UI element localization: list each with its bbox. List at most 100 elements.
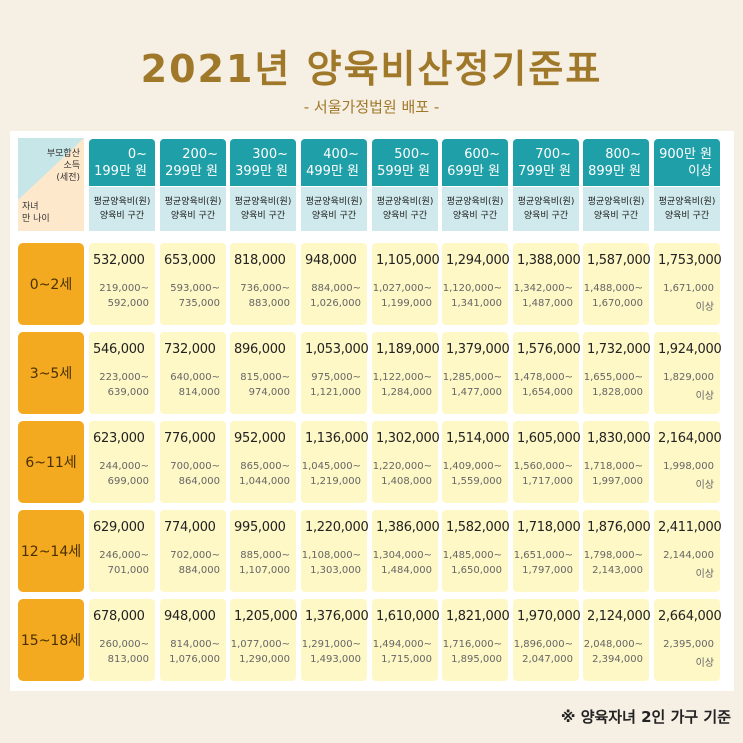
cell-range-to: 974,000: [248, 387, 290, 398]
cell-range-from: 1,304,000~: [372, 550, 432, 561]
cell-range-to: 2,047,000: [522, 654, 573, 665]
cell-average: 1,376,000: [305, 609, 369, 624]
table-cell: 948,000 814,000~ 1,076,000: [160, 599, 226, 681]
cell-average: 1,053,000: [305, 342, 369, 357]
cell-range-to: 699,000: [107, 476, 149, 487]
cell-range-from: 1,120,000~: [442, 283, 502, 294]
cell-average: 1,587,000: [587, 253, 651, 268]
cell-range-to: 1,484,000: [381, 565, 432, 576]
cell-average: 1,105,000: [376, 253, 440, 268]
cell-range-to: 1,408,000: [381, 476, 432, 487]
cell-average: 1,821,000: [446, 609, 510, 624]
column-header-line2: 이상: [688, 164, 712, 179]
cell-range-to: 1,107,000: [239, 565, 290, 576]
cell-range-from: 2,144,000: [663, 550, 714, 561]
subheader-range: 양육비 구간: [452, 211, 498, 221]
cell-range-from: 1,494,000~: [372, 639, 432, 650]
subheader-average: 평균양육비(원): [305, 197, 363, 207]
cell-range-to: 735,000: [178, 298, 220, 309]
cell-range-to: 1,290,000: [239, 654, 290, 665]
subheader-average: 평균양육비(원): [587, 197, 645, 207]
column-header-line1: 400~: [323, 147, 359, 162]
cell-average: 774,000: [164, 520, 216, 535]
cell-range-from: 244,000~: [99, 461, 149, 472]
column-header: 800~ 899만 원: [583, 139, 649, 186]
cell-range-to: 2,394,000: [592, 654, 643, 665]
table-cell: 1,105,000 1,027,000~ 1,199,000: [372, 243, 440, 325]
cell-range-to: 1,303,000: [310, 565, 361, 576]
cell-range-from: 1,798,000~: [583, 550, 643, 561]
cell-average: 2,124,000: [587, 609, 651, 624]
column-header-line2: 399만 원: [235, 164, 288, 179]
cell-range-to: 814,000: [178, 387, 220, 398]
cell-average: 1,753,000: [658, 253, 722, 268]
cell-range-to: 이상: [695, 391, 714, 402]
cell-range-from: 1,718,000~: [583, 461, 643, 472]
column-subheader: 평균양육비(원) 양육비 구간: [513, 187, 579, 231]
table-cell: 1,388,000 1,342,000~ 1,487,000: [513, 243, 581, 325]
column-header-line1: 900만 원: [659, 147, 712, 162]
cell-average: 1,582,000: [446, 520, 510, 535]
table-cell: 678,000 260,000~ 813,000: [89, 599, 155, 681]
cell-range-from: 223,000~: [99, 372, 149, 383]
cell-range-from: 736,000~: [240, 283, 290, 294]
cell-average: 1,610,000: [376, 609, 440, 624]
row-header-age: 15~18세: [18, 599, 84, 681]
cell-average: 2,164,000: [658, 431, 722, 446]
subheader-average: 평균양육비(원): [93, 197, 151, 207]
row-header-age: 6~11세: [18, 421, 84, 503]
table-cell: 774,000 702,000~ 884,000: [160, 510, 226, 592]
cell-average: 818,000: [234, 253, 286, 268]
column-header-line1: 0~: [127, 147, 147, 162]
cell-average: 1,136,000: [305, 431, 369, 446]
row-header-age: 12~14세: [18, 510, 84, 592]
cell-range-from: 1,651,000~: [513, 550, 573, 561]
column-header-line2: 699만 원: [447, 164, 500, 179]
table-cell: 546,000 223,000~ 639,000: [89, 332, 155, 414]
cell-range-to: 1,121,000: [310, 387, 361, 398]
cell-average: 1,388,000: [517, 253, 581, 268]
cell-range-from: 1,291,000~: [301, 639, 361, 650]
table-cell: 1,970,000 1,896,000~ 2,047,000: [513, 599, 581, 681]
table-cell: 776,000 700,000~ 864,000: [160, 421, 226, 503]
cell-average: 2,664,000: [658, 609, 722, 624]
cell-range-from: 865,000~: [240, 461, 290, 472]
cell-range-to: 592,000: [107, 298, 149, 309]
table-cell: 1,732,000 1,655,000~ 1,828,000: [583, 332, 651, 414]
table-cell: 1,876,000 1,798,000~ 2,143,000: [583, 510, 651, 592]
cell-average: 1,970,000: [517, 609, 581, 624]
table-cell: 1,587,000 1,488,000~ 1,670,000: [583, 243, 651, 325]
page-title: 2021년 양육비산정기준표: [140, 47, 603, 91]
table-cell: 952,000 865,000~ 1,044,000: [230, 421, 296, 503]
cell-range-to: 1,654,000: [522, 387, 573, 398]
cell-range-to: 1,670,000: [592, 298, 643, 309]
column-header: 200~ 299만 원: [160, 139, 226, 186]
table-cell: 1,376,000 1,291,000~ 1,493,000: [301, 599, 369, 681]
cell-range-to: 이상: [695, 569, 714, 580]
column-header: 0~ 199만 원: [89, 139, 155, 186]
table-cell: 623,000 244,000~ 699,000: [89, 421, 155, 503]
cell-range-from: 1,478,000~: [513, 372, 573, 383]
cell-average: 948,000: [164, 609, 216, 624]
cell-range-from: 885,000~: [240, 550, 290, 561]
subheader-range: 양육비 구간: [382, 211, 428, 221]
cell-average: 1,379,000: [446, 342, 510, 357]
cell-range-from: 700,000~: [170, 461, 220, 472]
cell-average: 1,514,000: [446, 431, 510, 446]
cell-range-from: 260,000~: [99, 639, 149, 650]
cell-average: 653,000: [164, 253, 216, 268]
table-cell: 1,302,000 1,220,000~ 1,408,000: [372, 421, 440, 503]
cell-average: 2,411,000: [658, 520, 722, 535]
table-cell: 2,411,000 2,144,000 이상: [654, 510, 722, 592]
cell-average: 1,386,000: [376, 520, 440, 535]
cell-range-to: 1,715,000: [381, 654, 432, 665]
column-header-line2: 199만 원: [94, 164, 147, 179]
cell-average: 1,876,000: [587, 520, 651, 535]
cell-range-to: 이상: [695, 302, 714, 313]
cell-average: 896,000: [234, 342, 286, 357]
cell-range-from: 640,000~: [170, 372, 220, 383]
column-header-line1: 700~: [535, 147, 571, 162]
cell-range-to: 864,000: [178, 476, 220, 487]
subheader-average: 평균양육비(원): [164, 197, 222, 207]
cell-range-to: 이상: [695, 480, 714, 491]
